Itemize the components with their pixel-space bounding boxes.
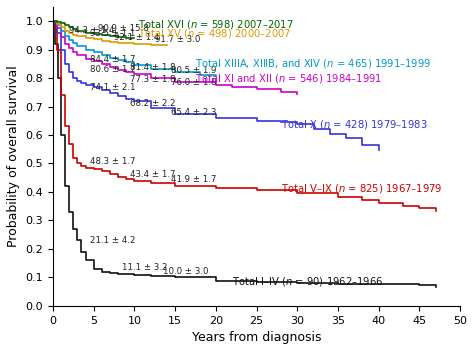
Text: 11.1 ± 3.2: 11.1 ± 3.2	[122, 263, 168, 272]
Text: Total X ($n$ = 428) 1979–1983: Total X ($n$ = 428) 1979–1983	[281, 118, 428, 131]
Text: 65.4 ± 2.3: 65.4 ± 2.3	[171, 108, 217, 117]
Text: Total XV ($n$ = 498) 2000–2007: Total XV ($n$ = 498) 2000–2007	[138, 27, 292, 40]
Text: 80.6 ± 1.7: 80.6 ± 1.7	[90, 65, 135, 74]
Text: Total V–IX ($n$ = 825) 1967–1979: Total V–IX ($n$ = 825) 1967–1979	[281, 182, 442, 195]
Text: 92.1 ± 1.4: 92.1 ± 1.4	[114, 33, 159, 42]
Text: 77.3 ± 1.8: 77.3 ± 1.8	[130, 74, 176, 84]
X-axis label: Years from diagnosis: Years from diagnosis	[192, 331, 321, 344]
Text: 21.1 ± 4.2: 21.1 ± 4.2	[90, 236, 135, 245]
Text: Total XVI ($n$ = 598) 2007–2017: Total XVI ($n$ = 598) 2007–2017	[138, 18, 294, 31]
Text: 48.3 ± 1.7: 48.3 ± 1.7	[90, 157, 135, 166]
Text: 80.5 ± 1.9: 80.5 ± 1.9	[171, 66, 217, 75]
Text: 90.9 ± 15.8: 90.9 ± 15.8	[98, 24, 148, 33]
Text: 43.4 ± 1.7: 43.4 ± 1.7	[130, 171, 176, 179]
Text: 84.4 ± 1.7: 84.4 ± 1.7	[90, 54, 135, 64]
Text: Total XIIIA, XIIIB, and XIV ($n$ = 465) 1991–1999: Total XIIIA, XIIIB, and XIV ($n$ = 465) …	[195, 57, 432, 70]
Text: 81.4 ± 1.8: 81.4 ± 1.8	[130, 64, 176, 72]
Text: 74.1 ± 2.1: 74.1 ± 2.1	[90, 83, 135, 92]
Text: 10.0 ± 3.0: 10.0 ± 3.0	[163, 267, 209, 276]
Text: 68.2 ± 2.2: 68.2 ± 2.2	[130, 99, 176, 108]
Y-axis label: Probability of overall survival: Probability of overall survival	[7, 66, 20, 247]
Text: 76.0 ± 1.8: 76.0 ± 1.8	[171, 79, 217, 87]
Text: 41.9 ± 1.7: 41.9 ± 1.7	[171, 175, 217, 184]
Text: 91.7 ± 3.0: 91.7 ± 3.0	[155, 35, 200, 44]
Text: Total I–IV ($n$ = 90) 1962–1966: Total I–IV ($n$ = 90) 1962–1966	[232, 275, 383, 288]
Text: 94.3 ± 1.4: 94.3 ± 1.4	[69, 26, 115, 35]
Text: Total XI and XII ($n$ = 546) 1984–1991: Total XI and XII ($n$ = 546) 1984–1991	[195, 72, 383, 85]
Text: 93.5 ± 1.1: 93.5 ± 1.1	[90, 29, 135, 38]
